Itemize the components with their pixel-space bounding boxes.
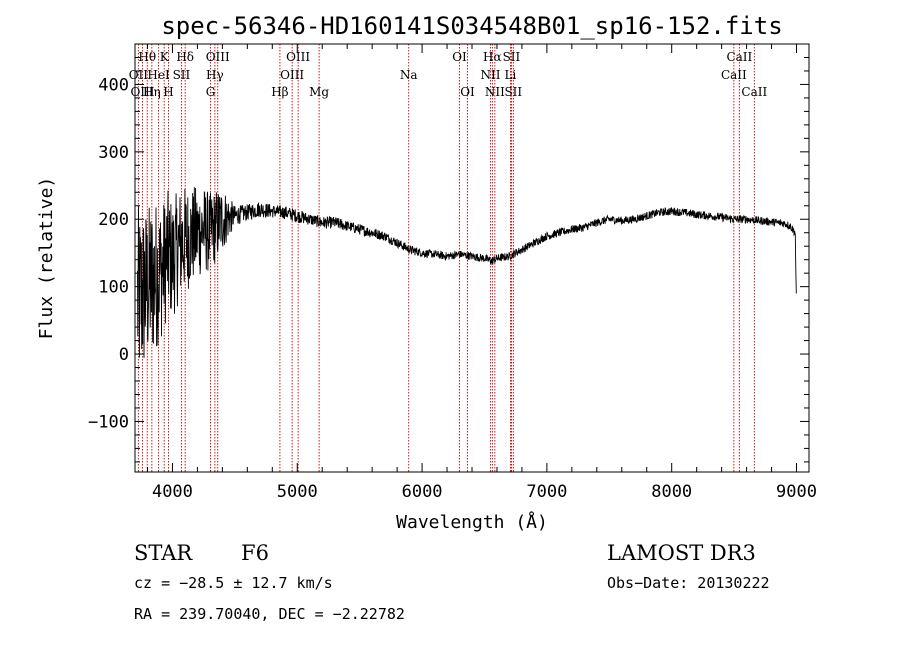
- observation-date: Obs−Date: 20130222: [607, 574, 770, 592]
- spectrum-line: [137, 187, 797, 358]
- ra-dec: RA = 239.70040, DEC = −2.22782: [134, 605, 405, 623]
- spectral-line-label: K: [160, 50, 170, 64]
- spectral-line-label: SII: [503, 50, 521, 64]
- spectral-line-label: OIII: [286, 50, 310, 64]
- x-tick-label: 4000: [152, 482, 193, 502]
- spectral-line-label: H: [163, 85, 173, 99]
- y-tick-label: −100: [88, 412, 129, 432]
- spectral-line-label: Mg: [309, 85, 329, 99]
- spectral-line-label: CaII: [721, 68, 747, 82]
- x-axis-ticks: 4000 5000 6000 7000 8000 9000: [146, 44, 817, 502]
- x-tick-label: 6000: [402, 482, 443, 502]
- y-axis-ticks: −100 0 100 200 300 400: [88, 43, 809, 463]
- spectral-line-label: NII: [485, 85, 505, 99]
- chart-title: spec-56346-HD160141S034548B01_sp16-152.f…: [161, 12, 782, 40]
- object-type: STAR: [134, 541, 193, 565]
- spectral-line-label: OII: [129, 68, 149, 82]
- spectral-line-label: Hγ: [206, 68, 224, 82]
- spectral-line-label: Li: [505, 68, 517, 82]
- spectral-line-label: Hθ: [138, 50, 156, 64]
- object-subclass: F6: [241, 541, 269, 565]
- spectral-line-label: OIII: [130, 85, 154, 99]
- y-tick-label: 0: [119, 345, 129, 365]
- spectral-line-label: OIII: [280, 68, 304, 82]
- plot-frame: [134, 43, 810, 473]
- spectral-line-label: NII: [480, 68, 500, 82]
- spectral-line-label: Hβ: [271, 85, 288, 99]
- spectral-line-label: SII: [173, 68, 191, 82]
- spectral-line-label: SII: [504, 85, 522, 99]
- x-tick-label: 8000: [651, 482, 692, 502]
- x-tick-label: 9000: [776, 482, 817, 502]
- redshift-cz: cz = −28.5 ± 12.7 km/s: [134, 574, 333, 592]
- spectrum-series: [137, 187, 797, 358]
- spectral-line-label: Hδ: [176, 50, 194, 64]
- spectral-line-label: OI: [452, 50, 467, 64]
- y-tick-label: 300: [98, 143, 129, 163]
- spectral-line-label: HeI: [147, 68, 170, 82]
- survey-name: LAMOST DR3: [607, 541, 756, 565]
- x-tick-label: 5000: [277, 482, 318, 502]
- spectral-line-label: OI: [460, 85, 475, 99]
- y-axis-label: Flux (relative): [36, 177, 57, 340]
- y-tick-label: 400: [98, 75, 129, 95]
- spectral-line-label: Hα: [483, 50, 502, 64]
- spectral-line-label: CaII: [741, 85, 767, 99]
- y-tick-label: 200: [98, 210, 129, 230]
- spectral-line-label: Hη: [143, 85, 161, 99]
- x-axis-label: Wavelength (Å): [396, 511, 548, 533]
- spectral-line-label: G: [206, 85, 216, 99]
- spectral-line-label: Na: [400, 68, 418, 82]
- y-tick-label: 100: [98, 278, 129, 298]
- x-tick-label: 7000: [526, 482, 567, 502]
- spectral-line-label: OIII: [206, 50, 230, 64]
- spectral-line-label: CaII: [726, 50, 752, 64]
